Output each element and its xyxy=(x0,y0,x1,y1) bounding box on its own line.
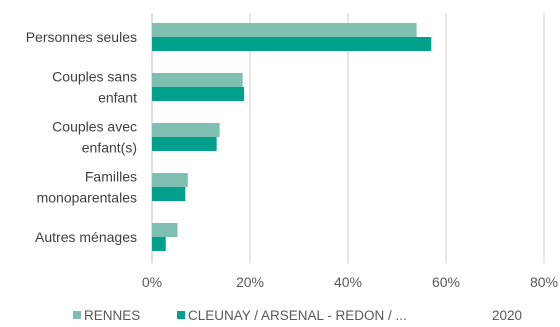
x-tick-label: 20% xyxy=(236,274,264,290)
bar-0-2 xyxy=(152,123,220,137)
x-tick-label: 80% xyxy=(530,274,558,290)
bar-1-0 xyxy=(152,37,432,51)
bars xyxy=(152,23,432,251)
bar-0-4 xyxy=(152,223,178,237)
x-tick-labels: 0% 20% 40% 60% 80% xyxy=(142,274,558,290)
x-tick-label: 40% xyxy=(334,274,362,290)
legend-label-1: CLEUNAY / ARSENAL - REDON / ... xyxy=(188,308,407,323)
category-labels: Personnes seules Couples sans enfant Couple… xyxy=(26,29,137,245)
x-tick-label: 60% xyxy=(432,274,460,290)
legend: RENNES CLEUNAY / ARSENAL - REDON / ... 202… xyxy=(73,308,522,323)
bar-0-1 xyxy=(152,73,243,87)
category-label: Familles monoparentales xyxy=(37,169,137,206)
category-label: Autres ménages xyxy=(35,229,137,245)
bar-1-3 xyxy=(152,187,186,201)
legend-swatch-0 xyxy=(73,311,81,319)
category-label: Personnes seules xyxy=(26,29,137,45)
bar-1-4 xyxy=(152,237,166,251)
legend-swatch-1 xyxy=(177,311,185,319)
bar-1-2 xyxy=(152,137,217,151)
category-label: Couples avec enfant(s) xyxy=(52,119,137,156)
legend-label-0: RENNES xyxy=(84,308,140,323)
bar-1-1 xyxy=(152,87,245,101)
legend-year: 2020 xyxy=(492,308,522,323)
gridlines xyxy=(151,13,545,263)
category-label: Couples sans enfant xyxy=(52,69,137,106)
bar-0-3 xyxy=(152,173,188,187)
bar-0-0 xyxy=(152,23,417,37)
x-tick-label: 0% xyxy=(142,274,162,290)
